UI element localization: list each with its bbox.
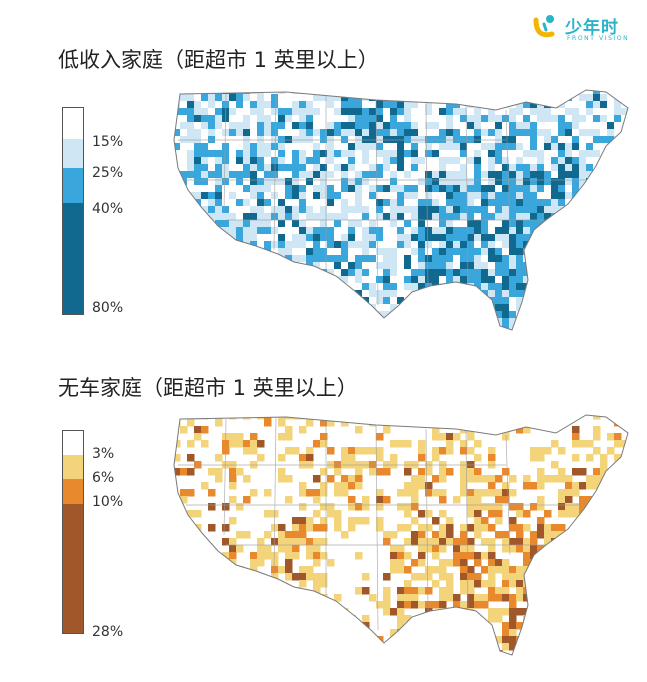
no-car-us-map <box>173 414 629 656</box>
legend-band-10-28 <box>63 503 83 633</box>
legend-band-0-3 <box>63 431 83 456</box>
legend-tick-label: 28% <box>92 624 124 640</box>
legend-band-3-6 <box>63 455 83 480</box>
logo-tagline: FRONT VISION <box>567 35 630 42</box>
legend-tick-label: 80% <box>92 300 124 316</box>
logo-mark-icon <box>533 15 555 38</box>
legend-band-25-40 <box>63 167 83 203</box>
legend-band-40-80 <box>63 202 83 314</box>
legend-tick-label: 25% <box>92 165 124 181</box>
no-car-legend <box>62 430 84 634</box>
low-income-map-title: 低收入家庭（距超市 1 英里以上） <box>58 48 379 72</box>
legend-tick-label: 10% <box>92 494 124 510</box>
legend-tick-label: 6% <box>92 470 115 486</box>
logo-name: 少年时 <box>565 18 619 38</box>
legend-tick-label: 3% <box>92 446 115 462</box>
legend-band-6-10 <box>63 479 83 504</box>
low-income-legend <box>62 107 84 315</box>
front-vision-logo: 少年时 FRONT VISION <box>530 10 640 50</box>
no-car-map-title: 无车家庭（距超市 1 英里以上） <box>58 376 358 400</box>
legend-tick-label: 40% <box>92 201 124 217</box>
low-income-us-map <box>173 89 629 331</box>
legend-tick-label: 15% <box>92 134 124 150</box>
legend-band-15-25 <box>63 138 83 168</box>
legend-band-0-15 <box>63 108 83 139</box>
